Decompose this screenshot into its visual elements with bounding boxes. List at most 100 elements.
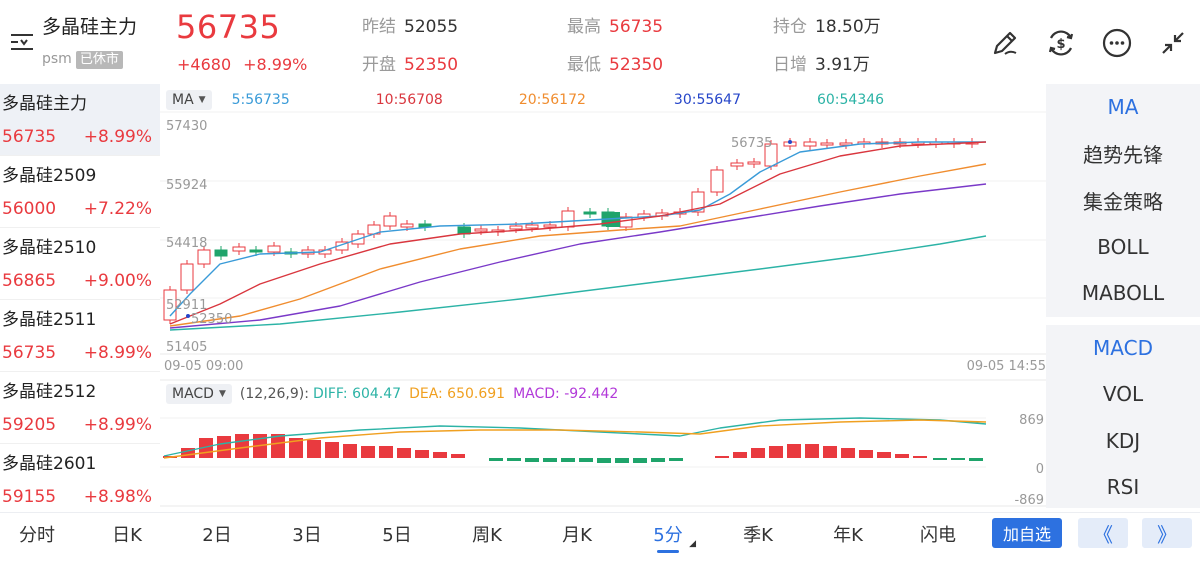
menu-list-icon[interactable] [8,30,36,54]
tab-week-k[interactable]: 周K [472,525,502,546]
pen-icon[interactable] [988,26,1022,60]
candle-body [710,169,724,193]
quote-header: 多晶硅主力 psm 已休市 56735 +4680 +8.99% 昨结 52055 开… [0,0,1200,84]
macd-bar-positive [787,444,801,458]
ma20-line [169,163,987,327]
macd-bar-positive [451,454,465,458]
candle-body [232,246,246,252]
indicator-macd[interactable]: MACD [1093,335,1153,360]
stat-high: 最高 56735 [567,17,664,37]
candle-body [820,142,834,146]
prev-button[interactable]: 《 [1078,518,1128,548]
price-change: +4680 +8.99% [177,55,307,74]
indicator-trend-pioneer[interactable]: 趋势先锋 [1083,143,1163,168]
corner-triangle-icon: ◢ [689,539,696,549]
macd-bar-negative [507,458,521,461]
chart-canvas[interactable]: 57430 55924 54418 52911 51405 52350 5673… [160,84,1046,512]
macd-bar-positive [877,452,891,458]
macd-bar-negative [579,458,593,462]
contract-item[interactable]: 多晶硅2512 59205 +8.99% [0,372,160,444]
contract-item[interactable]: 多晶硅主力 56735 +8.99% [0,84,160,156]
indicator-vol[interactable]: VOL [1102,382,1144,407]
contract-item[interactable]: 多晶硅2509 56000 +7.22% [0,156,160,228]
collapse-icon[interactable] [1156,26,1190,60]
contract-item[interactable]: 多晶硅2601 59155 +8.98% [2,454,152,507]
ma-legend: MA ▼ 5:56735 10:56708 20:56172 30:55647 6… [166,90,884,110]
add-watchlist-button[interactable]: 加自选 [992,518,1062,548]
macd-bar-positive [433,452,447,458]
tab-5-min-label: 5分 [653,525,683,546]
instrument-name: 多晶硅主力 [42,16,138,38]
indicator-capital-strategy[interactable]: 集金策略 [1083,189,1163,214]
macd-bar-negative [933,458,947,460]
indicator-rsi[interactable]: RSI [1106,475,1140,500]
contract-item[interactable]: 多晶硅2511 56735 +8.99% [0,300,160,372]
macd-bar-positive [325,442,339,458]
stat-low: 最低 52350 [567,55,664,75]
main-indicator-selector[interactable]: MA ▼ [166,90,212,110]
macd-bar-positive [751,448,765,458]
tab-2-day[interactable]: 2日 [202,525,232,546]
macd-y-label: 0 [1036,462,1044,477]
stat-oi-change: 日增 3.91万 [773,55,870,75]
tab-lightning[interactable]: 闪电 [920,525,956,546]
candle-body [561,210,575,228]
candle-body [400,223,414,228]
stat-open-interest: 持仓 18.50万 [773,17,881,37]
tab-year-k[interactable]: 年K [833,525,863,546]
y-label: 51405 [166,340,207,355]
candle-body [180,263,194,291]
high-point-dot [788,140,792,144]
indicator-boll[interactable]: BOLL [1097,234,1149,259]
macd-bar-negative [597,458,611,463]
time-start-label: 09-05 09:00 [164,359,243,374]
panel-divider [1046,316,1200,325]
tab-5-day[interactable]: 5日 [382,525,412,546]
macd-bar-positive [307,440,321,458]
macd-bar-positive [181,448,195,458]
ma10-line [169,141,987,325]
next-button[interactable]: 》 [1142,518,1192,548]
candle-body [197,249,211,265]
tab-3-day[interactable]: 3日 [292,525,322,546]
macd-bar-positive [415,450,429,458]
tab-timeshare[interactable]: 分时 [19,525,55,546]
macd-y-label: 869 [1019,413,1044,428]
kline-chart-area[interactable]: 57430 55924 54418 52911 51405 52350 5673… [160,84,1046,512]
candle-body [509,225,523,230]
contract-item[interactable]: 多晶硅2510 56865 +9.00% [0,228,160,300]
ma10-value: 10:56708 [375,92,443,108]
indicator-ma[interactable]: MA [1107,95,1139,120]
ma20-value: 20:56172 [518,92,586,108]
macd-bar-positive [289,438,303,458]
macd-bar-positive [361,446,375,458]
macd-dea-line [163,419,987,459]
candle-body [747,161,761,165]
macd-bar-negative [615,458,629,463]
candle-body [691,191,705,213]
tab-quarter-k[interactable]: 季K [743,525,773,546]
macd-bar-negative [525,458,539,462]
main-price-layer [163,138,987,331]
macd-bar-negative [489,458,503,461]
more-icon[interactable] [1100,26,1134,60]
tab-5-min[interactable]: 5分 ◢ [628,521,708,553]
indicator-maboll[interactable]: MABOLL [1081,281,1165,306]
market-status-badge: 已休市 [75,51,123,69]
macd-bar-negative [561,458,575,462]
macd-bar-positive [235,434,249,458]
macd-bar-negative [543,458,557,462]
exchange-icon[interactable]: $ [1044,26,1078,60]
tab-month-k[interactable]: 月K [562,525,592,546]
macd-bar-positive [271,434,285,458]
macd-bar-positive [217,436,231,458]
sub-indicator-selector[interactable]: MACD ▼ [166,384,232,404]
indicator-kdj[interactable]: KDJ [1105,428,1141,453]
period-tabs: 分时 日K 2日 3日 5日 周K 月K 5分 ◢ 季K 年K 闪电 [0,512,1200,569]
macd-bar-negative [633,458,647,463]
stat-open: 开盘 52350 [362,55,459,75]
tab-day-k[interactable]: 日K [112,525,142,546]
macd-bar-positive [805,444,819,458]
macd-bar-negative [651,458,665,462]
candle-body [583,211,597,215]
